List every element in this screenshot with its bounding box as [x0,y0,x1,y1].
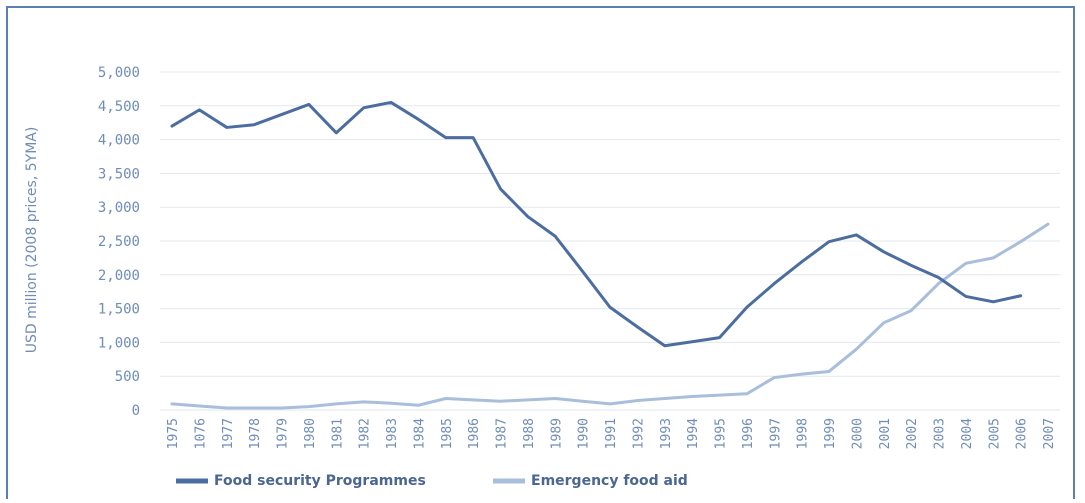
x-tick-label: 1994 [686,418,701,449]
series-line [170,100,1023,348]
series-line [170,222,1050,410]
x-tick-label: 2007 [1042,418,1057,449]
gridlines [160,71,1060,411]
x-tick-label: 2003 [933,418,948,449]
x-tick-label: 1999 [823,418,838,449]
x-tick-label: 1988 [522,418,537,449]
legend-label: Food security Programmes [214,473,426,489]
x-tick-label: 1991 [604,418,619,449]
legend: Food security Programmes Emergency food a… [176,473,688,489]
x-tick-label: 1980 [303,418,318,449]
x-tick-label: 1979 [276,418,291,449]
y-tick-label: 4,500 [98,99,140,115]
legend-label: Emergency food aid [531,473,688,489]
x-tick-label: 1990 [577,418,592,449]
y-tick-label: 1,500 [98,302,140,318]
chart-frame [6,6,1075,499]
x-tick-label: 1989 [549,418,564,449]
x-tick-label: 1993 [659,418,674,449]
x-tick-label: 1076 [193,418,208,449]
x-tick-label: 1985 [440,418,455,449]
y-tick-label: 500 [115,369,140,385]
x-tick-label: 1998 [796,418,811,449]
y-tick-label: 3,500 [98,166,140,182]
x-tick-label: 2005 [987,418,1002,449]
x-tick-label: 2000 [850,418,865,449]
x-tick-label: 1986 [467,418,482,449]
y-tick-label: 3,000 [98,200,140,216]
x-tick-label: 1996 [741,418,756,449]
y-tick-label: 5,000 [98,65,140,81]
x-tick-label: 2006 [1015,418,1030,449]
y-tick-label: 2,500 [98,234,140,250]
y-axis-label: USD million (2008 prices, 5YMA) [24,127,40,354]
x-tick-label: 1997 [768,418,783,449]
x-tick-label: 1984 [412,418,427,449]
x-tick-label: 1987 [495,418,510,449]
x-tick-label: 1981 [330,418,345,449]
y-tick-label: 2,000 [98,268,140,284]
x-axis-ticks: 1975 1076 1977 1978 1979 1980 1981 1982 1983 1984… [166,418,1057,449]
y-tick-label: 4,000 [98,133,140,149]
y-axis-ticks: 0 500 1,000 1,500 2,000 2,500 3,000 3,500 4,000 4… [98,65,140,419]
x-tick-label: 1978 [248,418,263,449]
x-tick-label: 1992 [631,418,646,449]
x-tick-label: 2002 [905,418,920,449]
x-tick-label: 1983 [385,418,400,449]
x-tick-label: 1975 [166,418,181,449]
x-tick-label: 1977 [221,418,236,449]
x-tick-label: 1982 [358,418,373,449]
y-tick-label: 0 [132,403,140,419]
series-lines [170,100,1050,410]
x-tick-label: 2004 [960,418,975,449]
y-tick-label: 1,000 [98,335,140,351]
x-tick-label: 1995 [714,418,729,449]
x-tick-label: 2001 [878,418,893,449]
